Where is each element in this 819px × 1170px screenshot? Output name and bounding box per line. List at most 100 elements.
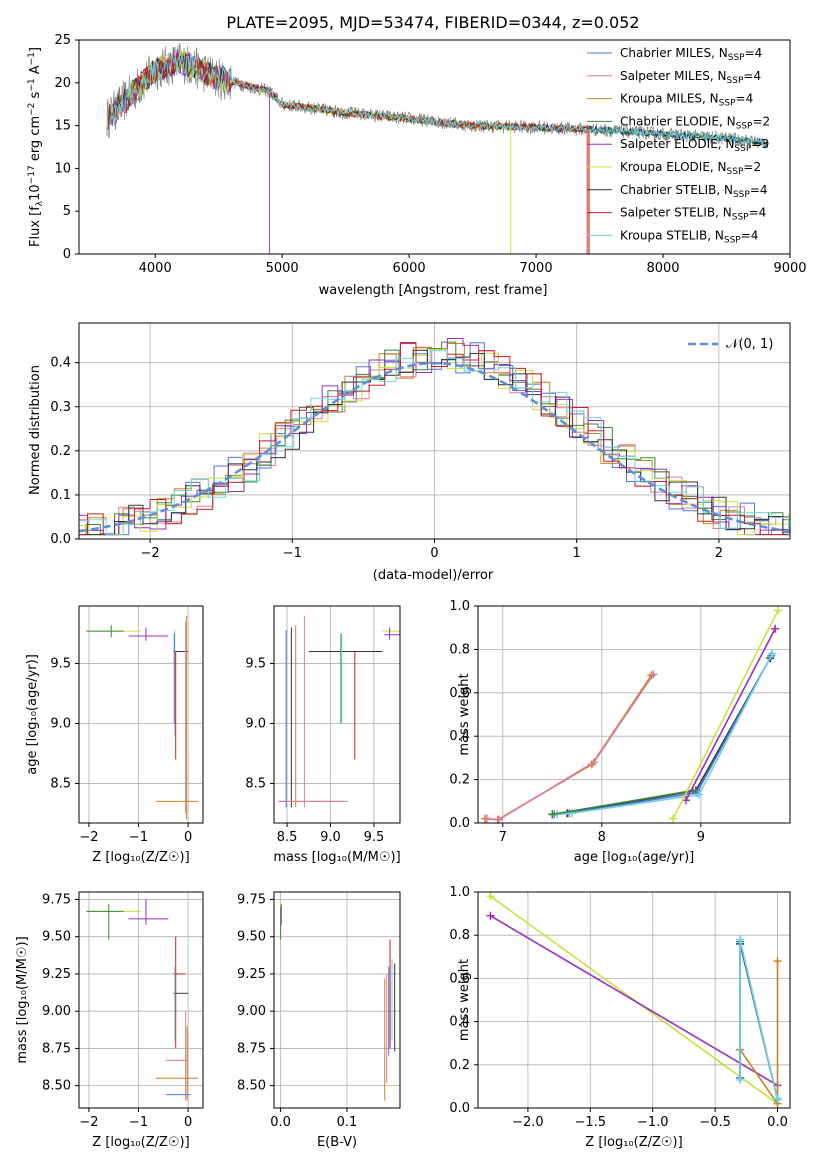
- wage-series-line: [486, 673, 654, 821]
- spectrum-ytick-label: 5: [63, 204, 71, 219]
- legend-n: =4: [741, 228, 759, 242]
- spectrum-ytick-label: 10: [54, 161, 71, 176]
- agem-ytick-label: 9.5: [245, 657, 266, 672]
- age-vs-z-panel: −2 −1 0 8.5 9.0 9.5 Z [log₁₀(Z/Z☉)] age [log₁₀(…: [25, 605, 204, 865]
- agez-xtick-label: −1: [129, 830, 148, 845]
- wage-point: [482, 814, 491, 823]
- massz-ytick-label: 9.25: [42, 967, 71, 982]
- massebv-ytick-label: 9.50: [237, 930, 266, 945]
- wz-xlabel: Z [log₁₀(Z/Z☉)]: [585, 1135, 682, 1150]
- spectrum-ylabel: Flux [fλ10−17 erg cm−2 s−1 A−1]: [27, 47, 45, 247]
- wage-ytick-label: 0.4: [449, 729, 470, 744]
- spectrum-xtick-label: 8000: [646, 261, 679, 276]
- spectrum-model-line: [107, 53, 588, 254]
- residual-xtick-label: 0: [430, 546, 438, 561]
- legend-sub: SSP: [736, 121, 753, 131]
- agez-ytick-label: 8.5: [50, 776, 71, 791]
- wage-point: [771, 624, 780, 633]
- age-vs-mass-panel: 8.5 9.0 9.5 8.5 9.0 9.5 mass [log₁₀(M/M☉)]: [245, 605, 401, 865]
- massebv-xtick-label: 0.1: [337, 1115, 358, 1130]
- wage-point: [589, 758, 598, 767]
- wage-point: [694, 790, 703, 799]
- wage-ytick-label: 0.8: [449, 642, 470, 657]
- legend-n: =2: [743, 160, 761, 174]
- wage-ylabel: mass weight: [457, 673, 472, 755]
- spectrum-xtick-label: 9000: [773, 261, 806, 276]
- legend-entry: Kroupa MILES, NSSP=4: [620, 92, 753, 109]
- wz-ytick-label: 0.6: [449, 971, 470, 986]
- residual-ytick-label: 0.2: [50, 444, 71, 459]
- agez-ytick-label: 9.0: [50, 716, 71, 731]
- wage-series-line: [557, 653, 773, 816]
- normal-legend-label: 𝒩(0, 1): [726, 337, 773, 352]
- wz-xtick-label: 0.0: [767, 1115, 788, 1130]
- residual-ytick-label: 0.0: [50, 532, 71, 547]
- wz-xtick-label: −1.0: [637, 1115, 669, 1130]
- wage-ytick-label: 0.6: [449, 686, 470, 701]
- legend-n: =2: [752, 114, 770, 128]
- agez-xtick-label: 0: [184, 830, 192, 845]
- wage-ytick-label: 0.0: [449, 816, 470, 831]
- residual-xtick-label: −2: [141, 546, 160, 561]
- wz-point: [773, 957, 782, 966]
- wage-xlabel: age [log₁₀(age/yr)]: [574, 850, 695, 865]
- agem-ytick-label: 9.0: [245, 716, 266, 731]
- massz-ytick-label: 9.75: [42, 892, 71, 907]
- massz-ytick-label: 8.75: [42, 1041, 71, 1056]
- wage-series-line: [554, 655, 772, 816]
- massebv-xlabel: E(B-V): [317, 1135, 357, 1150]
- spectrum-model-line: [107, 52, 589, 254]
- residual-xlabel: (data-model)/error: [373, 568, 494, 583]
- massz-xtick-label: 0: [184, 1115, 192, 1130]
- massz-frame: [78, 891, 204, 1109]
- spectrum-xtick-label: 4000: [139, 261, 172, 276]
- wage-frame: [477, 605, 791, 824]
- spectrum-xtick-label: 5000: [266, 261, 299, 276]
- wz-xtick-label: −2.0: [512, 1115, 544, 1130]
- residual-frame: [78, 322, 791, 540]
- spectrum-ytick-label: 15: [54, 119, 71, 134]
- spectrum-title: PLATE=2095, MJD=53474, FIBERID=0344, z=0…: [226, 13, 639, 32]
- legend-entry: Salpeter STELIB, NSSP=4: [620, 206, 766, 223]
- wz-ytick-label: 1.0: [449, 885, 470, 900]
- legend-entry: Chabrier ELODIE, NSSP=2: [620, 114, 770, 131]
- legend-name: Kroupa MILES, N: [620, 92, 719, 106]
- massz-ytick-label: 8.50: [42, 1079, 71, 1094]
- legend-sub: SSP: [728, 53, 745, 63]
- massz-xlabel: Z [log₁₀(Z/Z☉)]: [92, 1135, 189, 1150]
- massz-ytick-label: 9.00: [42, 1004, 71, 1019]
- wage-point: [682, 796, 690, 805]
- agem-xtick-label: 9.5: [364, 830, 385, 845]
- mass-vs-z-panel: −2 −1 0 8.50 8.75 9.00 9.25 9.50 9.75 Z [log₁₀(Z/…: [15, 891, 204, 1150]
- agez-ytick-label: 9.5: [50, 657, 71, 672]
- agez-ylabel: age [log₁₀(age/yr)]: [25, 654, 40, 775]
- wage-point: [548, 810, 557, 819]
- wage-xtick-label: 7: [499, 830, 507, 845]
- massz-ylabel: mass [log₁₀(M/M☉)]: [15, 936, 30, 1063]
- wz-point: [773, 1094, 782, 1103]
- residual-panel: (data-model)/error Normed distribution −…: [28, 322, 791, 583]
- agem-xtick-label: 8.5: [277, 830, 298, 845]
- legend-name: Kroupa STELIB, N: [620, 228, 724, 242]
- residual-ytick-label: 0.1: [50, 488, 71, 503]
- legend-sub: SSP: [727, 167, 744, 177]
- massebv-frame: [273, 891, 401, 1109]
- spectrum-xtick-label: 7000: [520, 261, 553, 276]
- agem-xtick-label: 9.0: [320, 830, 341, 845]
- wage-xtick-label: 8: [598, 830, 606, 845]
- spectrum-panel: PLATE=2095, MJD=53474, FIBERID=0344, z=0…: [27, 13, 807, 298]
- legend-sub: SSP: [724, 235, 741, 245]
- mass-vs-ebv-panel: 0.0 0.1 8.50 8.75 9.00 9.25 9.50 9.75 E(B-V): [237, 891, 401, 1150]
- massz-xtick-label: −2: [79, 1115, 98, 1130]
- spectrum-frame: [78, 39, 791, 255]
- legend-entry: Chabrier STELIB, NSSP=4: [620, 183, 768, 200]
- agez-xlabel: Z [log₁₀(Z/Z☉)]: [92, 850, 189, 865]
- wz-point: [486, 911, 495, 920]
- wz-xtick-label: −1.5: [575, 1115, 607, 1130]
- wage-point: [649, 670, 658, 679]
- legend-entry: Chabrier MILES, NSSP=4: [620, 46, 762, 63]
- agem-xlabel: mass [log₁₀(M/M☉)]: [273, 850, 400, 865]
- wz-ytick-label: 0.2: [449, 1058, 470, 1073]
- spectrum-ytick-label: 25: [54, 33, 71, 48]
